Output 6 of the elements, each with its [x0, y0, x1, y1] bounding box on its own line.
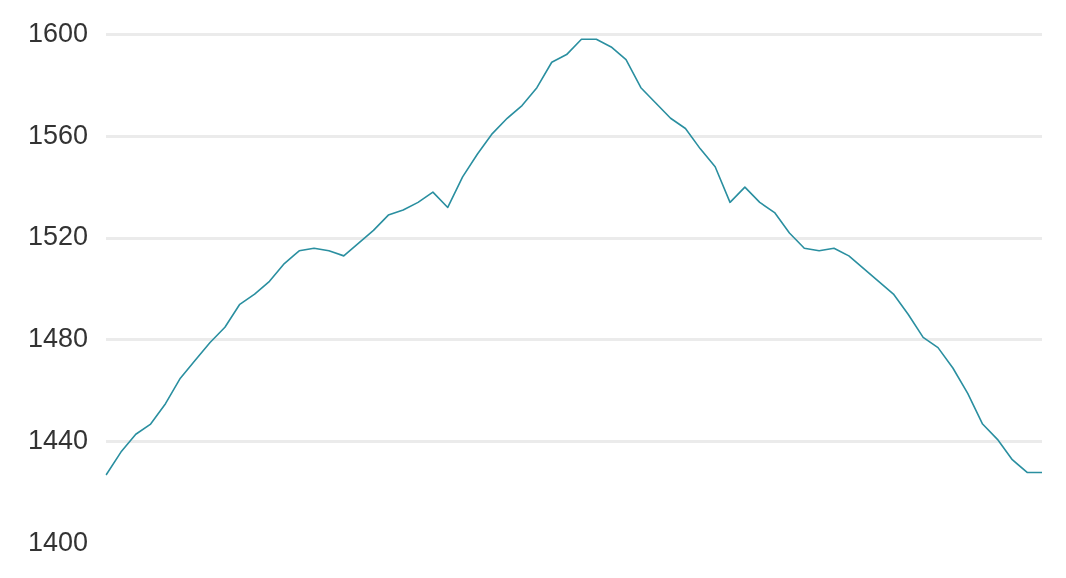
y-tick-label: 1520 [27, 221, 89, 252]
y-tick-label: 1480 [27, 323, 89, 354]
y-tick-label: 1400 [27, 527, 89, 558]
y-tick-label: 1440 [27, 425, 89, 456]
y-tick-label: 1560 [27, 119, 89, 150]
y-tick-label: 1600 [27, 17, 89, 48]
